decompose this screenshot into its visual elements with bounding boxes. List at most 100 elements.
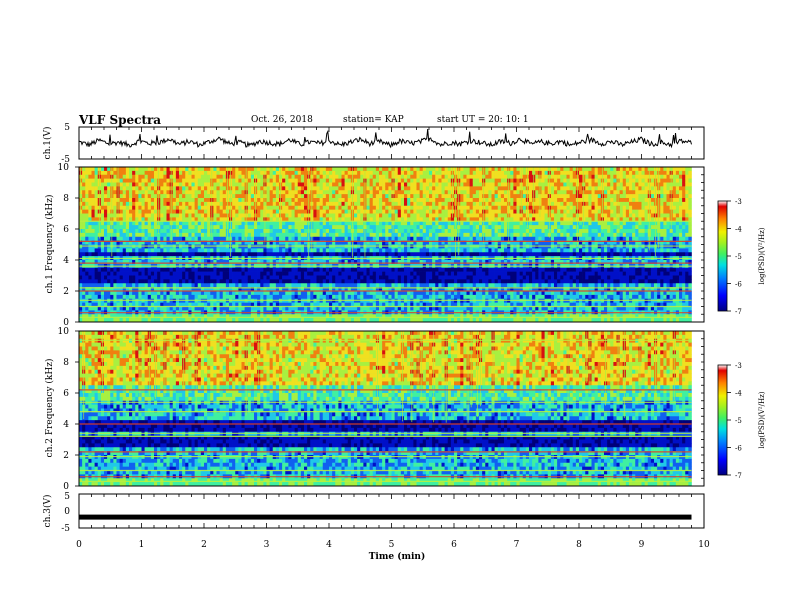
spectrogram-cell [213,314,217,319]
spectrogram-cell [100,232,105,238]
spectrogram-cell [107,198,111,203]
spectrogram-cell [100,314,105,319]
spectrogram-cell [338,182,342,187]
spectrogram-cell [425,275,430,280]
spectrogram-cell [382,186,386,191]
spectrogram-cell [147,294,152,300]
spectrogram-cell [197,236,202,241]
spectrogram-cell [107,283,111,288]
spectrogram-cell [325,174,330,179]
spectrogram-cell [335,190,339,195]
spectrogram-cell [160,178,164,183]
spectrogram-cell [100,170,105,176]
spectrogram-cell [316,236,320,241]
spectrogram-cell [210,318,214,323]
spectrogram-cell [288,229,292,234]
spectrogram-cell [238,306,242,311]
spectrogram-cell [222,267,227,272]
spectrogram-cell [135,213,139,218]
spectrogram-cell [332,178,336,183]
spectrogram-cell [444,194,449,199]
spectrogram-cell [97,279,102,284]
spectrogram-cell [394,260,399,265]
spectrogram-cell [282,167,286,172]
spectrogram-cell [113,182,117,187]
spectrogram-cell [113,225,117,230]
spectrogram-cell [300,229,305,234]
spectrogram-cell [441,287,445,292]
spectrogram-cell [444,205,449,210]
spectrogram-cell [222,248,227,253]
spectrogram-cell [191,198,195,203]
spectrogram-cell [172,302,177,307]
spectrogram-cell [97,302,102,307]
spectrogram-cell [110,275,114,280]
spectrogram-cell [204,279,208,284]
spectrogram-cell [119,232,124,238]
spectrogram-cell [85,306,89,311]
spectrogram-cell [369,225,374,230]
spectrogram-cell [388,236,392,241]
spectrogram-cell [447,186,452,191]
spectrogram-cell [319,221,324,226]
spectrogram-cell [282,186,286,191]
spectrogram-cell [400,225,405,230]
spectrogram-cell [232,232,236,238]
spectrogram-cell [388,178,392,183]
spectrogram-cell [129,248,133,253]
spectrogram-cell [169,294,174,300]
spectrogram-cell [404,225,408,230]
spectrogram-cell [157,318,161,323]
spectrogram-cell [350,314,355,319]
spectrogram-cell [160,170,164,176]
spectrogram-cell [119,217,124,222]
spectrogram-cell [100,209,105,214]
spectrogram-cell [269,209,274,214]
spectrogram-cell [300,314,305,319]
spectrogram-cell [325,275,330,280]
spectrogram-cell [200,217,205,222]
spectrogram-cell [260,170,264,176]
spectrogram-cell [238,275,242,280]
spectrogram-cell [79,314,83,319]
spectrogram-cell [247,275,252,280]
spectrogram-cell [207,271,211,276]
spectrogram-cell [82,291,86,296]
spectrogram-cell [129,294,133,300]
spectrogram-cell [310,260,314,265]
spectrogram-cell [282,213,286,218]
spectrogram-cell [216,209,220,214]
spectrogram-cell [375,225,380,230]
spectrogram-cell [179,252,183,257]
spectrogram-cell [113,294,117,300]
spectrogram-cell [404,294,408,300]
spectrogram-cell [141,205,145,210]
spectrogram-cell [132,229,136,234]
spectrogram-cell [160,167,164,172]
spectrogram-cell [282,260,286,265]
spectrogram-cell [350,283,355,288]
spectrogram-cell [366,182,370,187]
spectrogram-cell [247,221,252,226]
spectrogram-cell [191,167,195,172]
spectrogram-cell [172,314,177,319]
spectrogram-cell [332,209,336,214]
spectrogram-cell [300,283,305,288]
spectrogram-cell [316,167,320,172]
spectrogram-cell [166,318,170,323]
spectrogram-cell [438,260,442,265]
spectrogram-cell [135,275,139,280]
spectrogram-cell [397,248,402,253]
spectrogram-cell [138,170,142,176]
spectrogram-cell [375,190,380,195]
spectrogram-cell [241,205,245,210]
spectrogram-cell [425,294,430,300]
spectrogram-cell [297,291,302,296]
spectrogram-cell [204,213,208,218]
spectrogram-cell [185,167,189,172]
spectrogram-cell [175,194,180,199]
spectrogram-cell [257,267,261,272]
spectrogram-cell [397,205,402,210]
spectrogram-cell [397,271,402,276]
spectrogram-cell [400,178,405,183]
